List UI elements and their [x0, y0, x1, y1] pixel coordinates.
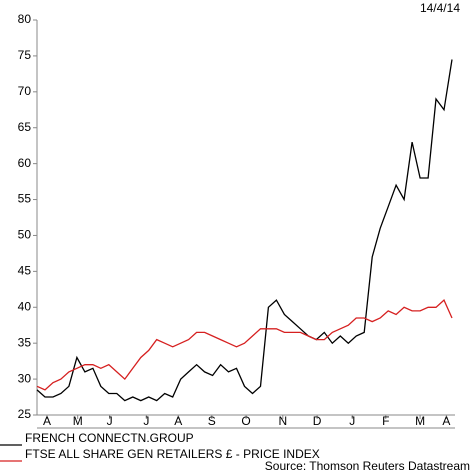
x-tick-label: A [442, 414, 450, 428]
y-tick-label: 25 [18, 407, 32, 421]
y-tick-label: 65 [18, 120, 32, 134]
x-tick-label: N [278, 414, 287, 428]
y-tick-label: 75 [18, 48, 32, 62]
y-tick-label: 35 [18, 335, 32, 349]
series-line [36, 299, 453, 391]
y-tick-label: 80 [18, 12, 32, 26]
source: Source: Thomson Reuters Datastream [265, 459, 470, 473]
x-tick-label: M [415, 414, 425, 428]
y-tick-label: 40 [18, 299, 32, 313]
x-tick-label: M [73, 414, 83, 428]
series-line [36, 59, 453, 402]
y-tick-label: 60 [18, 156, 32, 170]
y-tick-label: 70 [18, 84, 32, 98]
legend-label: FTSE ALL SHARE GEN RETAILERS £ - PRICE I… [25, 447, 320, 461]
x-tick-label: A [43, 414, 51, 428]
date: 14/4/14 [420, 1, 460, 15]
x-tick-label: O [241, 414, 250, 428]
y-tick-label: 45 [18, 264, 32, 278]
x-tick-label: J [107, 414, 113, 428]
y-tick-label: 30 [18, 371, 32, 385]
y-tick-label: 55 [18, 192, 32, 206]
x-tick-label: J [143, 414, 149, 428]
x-tick-label: F [382, 414, 389, 428]
x-tick-label: J [349, 414, 355, 428]
x-tick-label: D [313, 414, 322, 428]
x-tick-label: A [174, 414, 182, 428]
legend-label: FRENCH CONNECTN.GROUP [25, 431, 194, 445]
x-tick-label: S [208, 414, 216, 428]
y-tick-label: 50 [18, 228, 32, 242]
